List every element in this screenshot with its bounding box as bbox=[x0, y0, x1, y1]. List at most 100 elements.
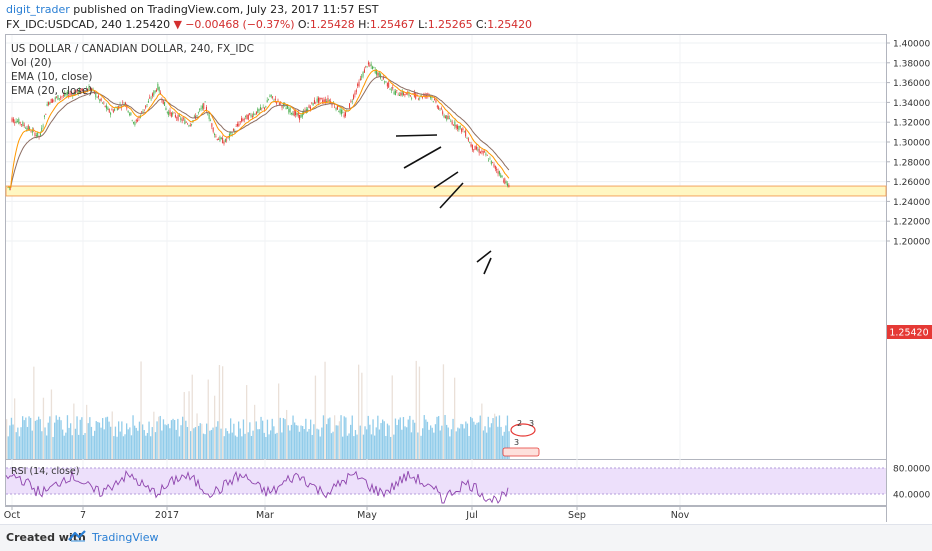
volume-bar bbox=[10, 417, 13, 459]
candle-body bbox=[30, 131, 32, 133]
trendline-1[interactable] bbox=[395, 134, 438, 137]
candle-body bbox=[228, 133, 230, 138]
candle-body bbox=[53, 99, 55, 101]
flag-canada-icon[interactable] bbox=[510, 423, 536, 437]
trendline-5[interactable] bbox=[476, 250, 492, 263]
candle-body bbox=[323, 99, 325, 102]
volume-bar bbox=[474, 424, 477, 459]
y-tick-label: 1.24000 bbox=[893, 198, 930, 208]
volume-bar bbox=[506, 415, 509, 459]
candle-body bbox=[230, 132, 232, 134]
candle-body bbox=[475, 146, 477, 150]
volume-bar bbox=[207, 379, 209, 459]
candle-body bbox=[350, 100, 352, 102]
candle-body bbox=[427, 93, 429, 96]
candle-body bbox=[295, 111, 297, 115]
volume-bar bbox=[471, 418, 473, 459]
candle-body bbox=[56, 96, 58, 98]
volume-bar bbox=[204, 434, 206, 459]
legend-ema20[interactable]: EMA (20, close) bbox=[11, 85, 93, 97]
volume-bar bbox=[33, 366, 35, 459]
volume-bar bbox=[250, 435, 253, 459]
candle-body bbox=[41, 127, 43, 132]
volume-bar bbox=[113, 436, 115, 459]
candle-body bbox=[235, 126, 237, 127]
volume-bar bbox=[122, 436, 125, 459]
candle-body bbox=[99, 99, 101, 102]
volume-bar bbox=[284, 419, 286, 459]
volume-bar bbox=[162, 419, 165, 459]
trendline-2[interactable] bbox=[403, 146, 442, 169]
candle-body bbox=[313, 100, 315, 104]
legend-rsi[interactable]: RSI (14, close) bbox=[11, 466, 79, 477]
legend-vol[interactable]: Vol (20) bbox=[11, 57, 52, 69]
trendline-3[interactable] bbox=[433, 171, 459, 189]
candle-body bbox=[285, 107, 287, 110]
candle-body bbox=[255, 111, 257, 115]
candle-body bbox=[183, 118, 184, 120]
event-markers[interactable]: 2 3 3 bbox=[502, 419, 540, 457]
candle-body bbox=[424, 93, 426, 98]
candle-body bbox=[92, 88, 94, 90]
volume-bar bbox=[326, 424, 328, 459]
candle-body bbox=[242, 118, 244, 122]
tradingview-logo-icon[interactable] bbox=[68, 529, 88, 543]
volume-bar bbox=[260, 416, 262, 459]
legend-ema10[interactable]: EMA (10, close) bbox=[11, 71, 93, 83]
price-axis[interactable]: 1.40000 1.38000 1.36000 1.34000 1.32000 1.300… bbox=[886, 40, 930, 248]
author-link[interactable]: digit_trader bbox=[6, 3, 70, 16]
candle-body bbox=[162, 100, 164, 104]
volume-bar bbox=[308, 428, 310, 459]
volume-bar bbox=[409, 415, 411, 459]
main-pane-frame bbox=[5, 34, 887, 460]
volume-bar bbox=[63, 435, 65, 459]
volume-bar bbox=[90, 426, 93, 459]
candle-body bbox=[320, 97, 322, 99]
candle-body bbox=[261, 107, 263, 109]
volume-bar bbox=[118, 421, 120, 459]
volume-bar bbox=[102, 418, 104, 459]
volume-bar bbox=[502, 435, 504, 459]
volume-bar bbox=[55, 415, 57, 459]
candle-body bbox=[29, 127, 31, 130]
volume-bar bbox=[36, 419, 38, 459]
volume-bar bbox=[178, 436, 181, 459]
volume-bar bbox=[447, 427, 449, 459]
chart-canvas[interactable]: US DOLLAR / CANADIAN DOLLAR, 240, FX_IDC… bbox=[0, 34, 932, 524]
volume-bar bbox=[17, 427, 19, 459]
volume-bar bbox=[170, 420, 173, 459]
candle-body bbox=[172, 112, 174, 115]
candle-body bbox=[119, 104, 121, 107]
volume-bar bbox=[134, 425, 136, 459]
candle-body bbox=[291, 113, 292, 114]
candle-body bbox=[143, 109, 145, 111]
y-tick-label: 1.36000 bbox=[893, 79, 930, 89]
candle-body bbox=[297, 113, 299, 117]
event-badge-1: 2 bbox=[517, 419, 522, 428]
volume-bar bbox=[164, 424, 166, 459]
rsi-tick-label: 40.0000 bbox=[893, 491, 930, 501]
candle-body bbox=[11, 118, 13, 122]
volume-bar bbox=[127, 429, 129, 459]
volume-bar bbox=[132, 415, 134, 459]
trendline-drawings[interactable] bbox=[395, 134, 492, 275]
candle-body bbox=[38, 135, 40, 137]
rsi-band bbox=[6, 468, 886, 494]
trendline-6[interactable] bbox=[483, 257, 492, 275]
flag-us-icon[interactable] bbox=[502, 447, 540, 457]
volume-bar bbox=[231, 432, 233, 459]
trendline-4[interactable] bbox=[439, 182, 464, 209]
volume-bar bbox=[428, 429, 430, 459]
tradingview-brand-link[interactable]: TradingView bbox=[92, 531, 159, 544]
candle-body bbox=[358, 81, 360, 87]
candle-body bbox=[502, 180, 504, 182]
support-zone[interactable] bbox=[5, 185, 887, 197]
volume-bar bbox=[12, 424, 14, 459]
volume-bar bbox=[79, 419, 81, 459]
candle-body bbox=[23, 124, 25, 126]
candle-body bbox=[8, 187, 10, 188]
symbol-label[interactable]: FX_IDC:USDCAD, 240 bbox=[6, 18, 122, 31]
volume-bar bbox=[236, 436, 238, 459]
time-axis[interactable]: Oct 7 2017 Mar May Jul Sep Nov bbox=[4, 506, 690, 521]
volume-bar bbox=[444, 415, 446, 459]
